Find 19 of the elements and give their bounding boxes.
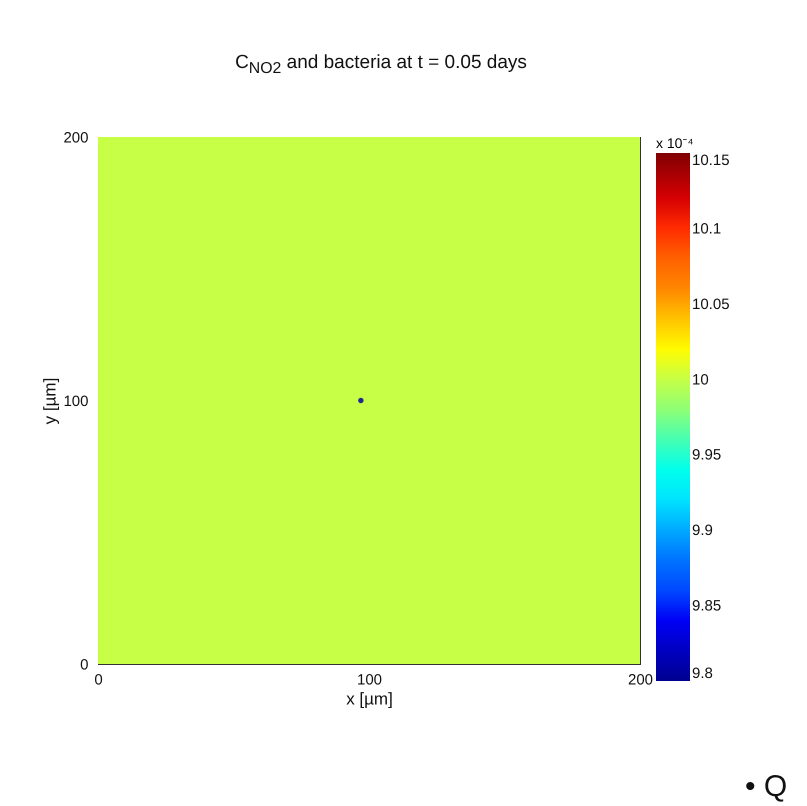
y-tick-label: 200 — [63, 130, 88, 146]
x-tick-label: 200 — [628, 672, 654, 688]
color-bar-label: 10.15 — [692, 152, 730, 169]
x-tick-label: 100 — [356, 672, 382, 688]
y-axis-title: y [µm] — [40, 378, 60, 424]
chart-title: C$_{NO2}$ and bacteria at t = 0.05 days — [234, 52, 528, 78]
color-bar-label: 10.1 — [692, 220, 722, 238]
color-bar-title: x 10⁻⁴ — [656, 135, 694, 151]
x-tick-label: 0 — [94, 672, 103, 688]
color-bar-label: 10.05 — [692, 296, 730, 313]
text: • Q — [745, 770, 788, 804]
y-tick-label: 100 — [63, 393, 88, 410]
color-bar-label: 10 — [692, 371, 709, 388]
color-bar-label: 9.95 — [692, 446, 722, 464]
x-axis-title: x [µm] — [346, 690, 393, 708]
color-bar-label: 9.8 — [692, 665, 713, 682]
color-bar-label: 9.85 — [692, 598, 722, 615]
y-tick-label: 0 — [80, 656, 88, 674]
color-bar-label: 9.9 — [692, 522, 713, 540]
